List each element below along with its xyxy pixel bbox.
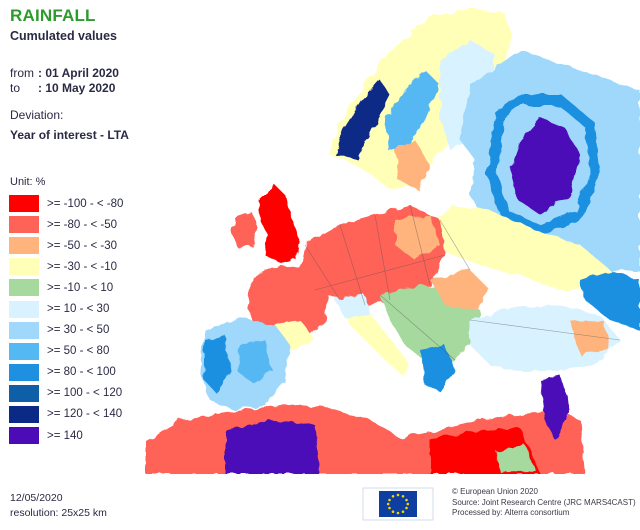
legend-label: >= 120 - < 140 — [47, 408, 123, 421]
legend-label: >= 140 — [47, 429, 83, 442]
region-greece — [420, 345, 455, 392]
region-iberia-center — [238, 340, 272, 385]
to-label: to — [10, 81, 21, 95]
legend-item: >= 100 - < 120 — [9, 383, 123, 404]
map-title: RAINFALL — [10, 6, 96, 25]
legend-label: >= 100 - < 120 — [47, 387, 123, 400]
region-russia-core-wet — [510, 118, 580, 215]
legend-swatch — [9, 363, 39, 381]
region-caucasus — [580, 270, 640, 330]
region-iberia-west — [204, 335, 230, 395]
credit-line: © European Union 2020 — [452, 487, 538, 496]
legend-swatch — [9, 195, 39, 213]
from-value: : 01 April 2020 — [38, 66, 119, 80]
legend-label: >= -30 - < -10 — [47, 260, 117, 273]
legend-swatch — [9, 216, 39, 234]
legend-item: >= -10 - < 10 — [9, 277, 123, 298]
legend-swatch — [9, 300, 39, 318]
period: from : 01 April 2020 to : 10 May 2020 — [10, 66, 119, 96]
region-norway-wet — [335, 80, 390, 160]
region-romania-dry — [430, 270, 490, 310]
credit-line: Source: Joint Research Centre (JRC MARS4… — [452, 497, 636, 507]
region-egypt-mixed — [495, 445, 535, 472]
legend: >= -100 - < -80 >= -80 - < -50 >= -50 - < … — [9, 193, 123, 446]
credit-line: Processed by: Alterra consortium — [452, 508, 570, 517]
region-baltic-dry — [395, 140, 430, 190]
legend-swatch — [9, 279, 39, 297]
legend-item: >= 120 - < 140 — [9, 404, 123, 425]
region-poland-dry — [395, 215, 440, 260]
region-ireland — [232, 212, 258, 248]
eu-flag-logo — [357, 484, 439, 524]
region-algeria-wet — [225, 420, 320, 474]
legend-item: >= -50 - < -30 — [9, 235, 123, 256]
country-borders — [304, 204, 621, 361]
legend-label: >= -80 - < -50 — [47, 218, 117, 231]
region-italy — [340, 300, 410, 375]
legend-swatch — [9, 237, 39, 255]
legend-label: >= -10 - < 10 — [47, 281, 114, 294]
legend-unit: Unit: % — [10, 176, 46, 188]
region-italy-north — [335, 295, 370, 318]
legend-item: >= 30 - < 50 — [9, 320, 123, 341]
legend-label: >= 10 - < 30 — [47, 303, 110, 316]
legend-label: >= 80 - < 100 — [47, 366, 116, 379]
period-to: to : 10 May 2020 — [10, 81, 119, 96]
credits: © European Union 2020 Source: Joint Rese… — [452, 487, 636, 519]
region-sweden-wet — [385, 70, 440, 150]
region-ukraine — [430, 205, 610, 290]
legend-label: >= 30 - < 50 — [47, 324, 110, 337]
europe-rainfall-map — [145, 8, 640, 474]
legend-item: >= 140 — [9, 425, 123, 446]
map-subtitle: Cumulated values — [10, 29, 117, 43]
to-value: : 10 May 2020 — [38, 81, 116, 95]
legend-swatch — [9, 405, 39, 423]
legend-swatch — [9, 321, 39, 339]
legend-swatch — [9, 258, 39, 276]
map-date: 12/05/2020 — [10, 492, 63, 504]
map-resolution: resolution: 25x25 km — [10, 507, 107, 519]
legend-item: >= 50 - < 80 — [9, 341, 123, 362]
region-great-britain — [258, 185, 300, 262]
legend-item: >= -30 - < -10 — [9, 256, 123, 277]
deviation-label: Deviation: — [10, 108, 64, 122]
legend-item: >= 80 - < 100 — [9, 362, 123, 383]
region-finland — [440, 40, 495, 150]
legend-label: >= -100 - < -80 — [47, 197, 124, 210]
region-turkey-east-dry — [570, 320, 610, 355]
legend-item: >= 10 - < 30 — [9, 298, 123, 319]
period-from: from : 01 April 2020 — [10, 66, 119, 81]
legend-item: >= -80 - < -50 — [9, 214, 123, 235]
region-russia-ring — [486, 95, 601, 236]
legend-label: >= -50 - < -30 — [47, 239, 117, 252]
legend-swatch — [9, 342, 39, 360]
legend-swatch — [9, 384, 39, 402]
legend-item: >= -100 - < -80 — [9, 193, 123, 214]
legend-swatch — [9, 427, 39, 445]
deviation-value: Year of interest - LTA — [10, 128, 129, 142]
from-label: from — [10, 66, 34, 80]
legend-label: >= 50 - < 80 — [47, 345, 110, 358]
region-levant-wet — [540, 375, 570, 440]
